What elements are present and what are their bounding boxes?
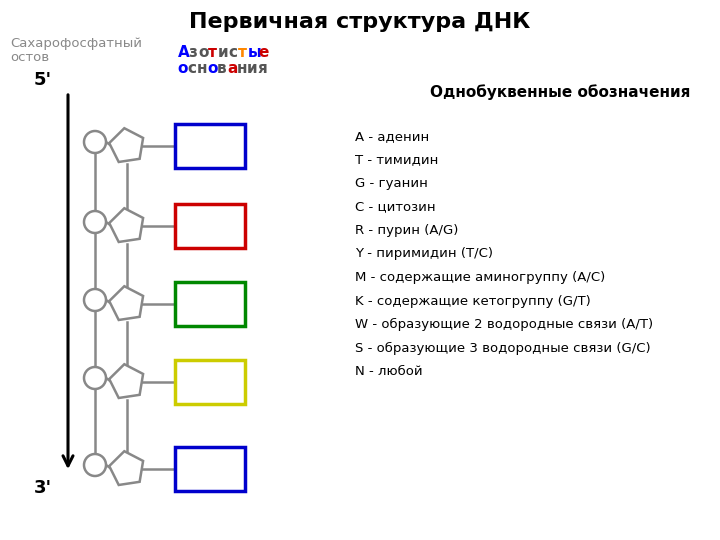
Text: K - содержащие кетогруппу (G/T): K - содержащие кетогруппу (G/T) [355, 294, 590, 307]
Polygon shape [109, 208, 143, 242]
Text: т: т [208, 45, 217, 60]
Circle shape [84, 367, 106, 389]
Text: н: н [197, 61, 207, 76]
Text: C - цитозин: C - цитозин [355, 200, 436, 213]
Text: Первичная структура ДНК: Первичная структура ДНК [189, 12, 531, 32]
Text: о: о [198, 45, 208, 60]
Text: о: о [177, 61, 187, 76]
Bar [175, 360, 245, 404]
Circle shape [84, 454, 106, 476]
Text: Сахарофосфатный: Сахарофосфатный [10, 37, 142, 50]
Text: о: о [207, 61, 217, 76]
Text: т: т [238, 45, 247, 60]
Text: 3': 3' [34, 479, 52, 497]
Text: остов: остов [10, 51, 49, 64]
Text: а: а [227, 61, 238, 76]
Text: и: и [218, 45, 229, 60]
Polygon shape [109, 128, 143, 162]
Text: M - содержащие аминогруппу (A/C): M - содержащие аминогруппу (A/C) [355, 271, 606, 284]
Text: R - пурин (A/G): R - пурин (A/G) [355, 224, 459, 237]
Text: А: А [178, 45, 190, 60]
Text: Однобуквенные обозначения: Однобуквенные обозначения [430, 84, 690, 100]
Polygon shape [109, 286, 143, 320]
Bar [175, 124, 245, 168]
Text: N - любой: N - любой [355, 365, 423, 378]
Text: S - образующие 3 водородные связи (G/C): S - образующие 3 водородные связи (G/C) [355, 341, 651, 355]
Text: в: в [217, 61, 227, 76]
Circle shape [84, 289, 106, 311]
Bar [175, 282, 245, 326]
Bar [175, 447, 245, 491]
Circle shape [84, 211, 106, 233]
Text: з: з [188, 45, 197, 60]
Text: A - аденин: A - аденин [355, 130, 429, 143]
Polygon shape [109, 364, 143, 398]
Text: 5': 5' [34, 71, 52, 89]
Text: ы: ы [248, 45, 262, 60]
Text: н: н [237, 61, 248, 76]
Text: я: я [257, 61, 266, 76]
Bar [175, 204, 245, 248]
Text: G - гуанин: G - гуанин [355, 177, 428, 190]
Circle shape [84, 131, 106, 153]
Text: е: е [258, 45, 269, 60]
Polygon shape [109, 451, 143, 485]
Text: Y - пиримидин (T/C): Y - пиримидин (T/C) [355, 247, 493, 260]
Text: T - тимидин: T - тимидин [355, 153, 438, 166]
Text: с: с [187, 61, 196, 76]
Text: W - образующие 2 водородные связи (A/T): W - образующие 2 водородные связи (A/T) [355, 318, 653, 331]
Text: с: с [228, 45, 237, 60]
Text: и: и [247, 61, 258, 76]
